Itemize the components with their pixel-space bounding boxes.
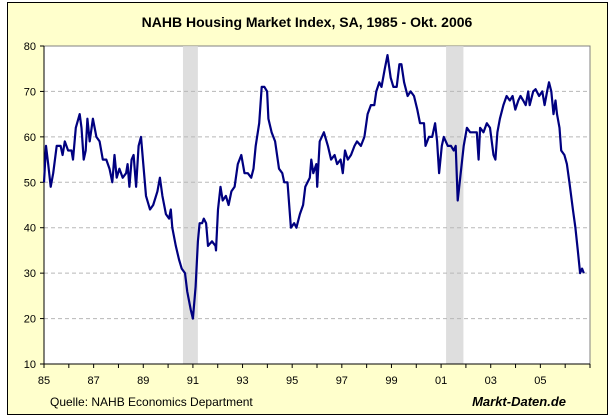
x-tick-label: 01 (435, 375, 447, 387)
chart-title: NAHB Housing Market Index, SA, 1985 - Ok… (141, 14, 473, 30)
plot-area (43, 45, 591, 365)
x-tick-label: 93 (236, 375, 248, 387)
y-tick-label: 40 (24, 223, 36, 235)
x-tick-label: 85 (38, 375, 50, 387)
index-line (42, 54, 585, 320)
y-tick-label: 70 (24, 86, 36, 98)
y-tick-label: 30 (24, 268, 36, 280)
x-tick-label: 89 (137, 375, 149, 387)
y-tick-label: 50 (24, 177, 36, 189)
y-tick-label: 80 (24, 41, 36, 53)
y-tick-label: 10 (24, 359, 36, 371)
x-tick-label: 95 (286, 375, 298, 387)
source-note: Quelle: NAHB Economics Department (50, 395, 253, 409)
x-tick-label: 05 (534, 375, 546, 387)
x-tick-label: 87 (88, 375, 100, 387)
brand-logo-text: Markt-Daten.de (472, 394, 566, 409)
recession-band (446, 46, 464, 364)
x-tick-label: 99 (385, 375, 397, 387)
x-tick-label: 03 (485, 375, 497, 387)
y-tick-label: 60 (24, 132, 36, 144)
x-tick-label: 97 (336, 375, 348, 387)
x-tick-label: 91 (187, 375, 199, 387)
recession-band (182, 46, 198, 364)
y-tick-label: 20 (24, 314, 36, 326)
